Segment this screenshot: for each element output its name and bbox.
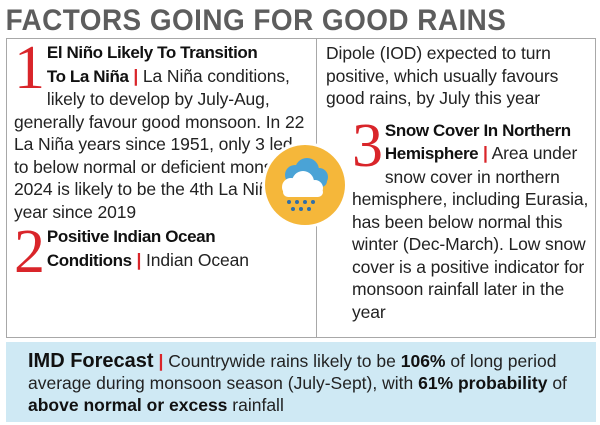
forecast-probability: 61% probability <box>418 373 548 393</box>
factor-1: 1 El Niño Likely To Transition To La Niñ… <box>14 34 307 223</box>
forecast-text-2: of long period average during monsoon se… <box>28 351 557 393</box>
factor-3-body: Area under snow cover in northern hemisp… <box>352 143 589 322</box>
factor-1-body: La Niña conditions, likely to develop by… <box>14 65 307 222</box>
factor-2-separator: | <box>136 249 142 270</box>
factors-frame <box>6 38 596 338</box>
factor-1-heading-line1: El Niño Likely To Transition <box>46 43 258 62</box>
factor-3: 3 Snow Cover In Northern Hemisphere | Ar… <box>326 111 596 324</box>
factor-1-number: 1 <box>14 34 45 102</box>
icon-badge <box>262 142 348 228</box>
left-column: 1 El Niño Likely To Transition To La Niñ… <box>14 34 307 283</box>
factor-2-number: 2 <box>14 218 45 286</box>
factor-2-body-start: Indian Ocean <box>146 249 249 270</box>
right-column: Dipole (IOD) expected to turn positive, … <box>326 42 596 323</box>
forecast-title: IMD Forecast <box>28 350 154 372</box>
rain-cloud-icon <box>265 145 345 225</box>
forecast-emphasis: above normal or excess <box>28 395 228 415</box>
forecast-percent-lpa: 106% <box>400 351 446 371</box>
factor-1-separator: | <box>133 65 139 86</box>
factor-2-heading-line1: Positive Indian Ocean <box>46 227 216 246</box>
factor-2-continued: Dipole (IOD) expected to turn positive, … <box>326 43 559 108</box>
forecast-separator: | <box>158 351 164 371</box>
factor-3-heading-line2: Hemisphere <box>384 144 479 163</box>
forecast-text-1: Countrywide rains likely to be <box>168 351 396 371</box>
forecast-text-4: rainfall <box>232 395 284 415</box>
headline: FACTORS GOING FOR GOOD RAINS <box>5 4 507 37</box>
imd-forecast-box: IMD Forecast | Countrywide rains likely … <box>6 342 596 422</box>
factor-1-heading-line2: To La Niña <box>46 66 129 86</box>
factor-3-heading-line1: Snow Cover In Northern <box>384 120 571 140</box>
forecast-text-3: of <box>552 373 567 393</box>
factor-2: 2 Positive Indian Ocean Conditions | Ind… <box>14 221 306 283</box>
factor-3-number: 3 <box>352 111 383 180</box>
factor-2-heading-line2: Conditions <box>46 250 132 270</box>
factor-3-separator: | <box>483 143 488 163</box>
